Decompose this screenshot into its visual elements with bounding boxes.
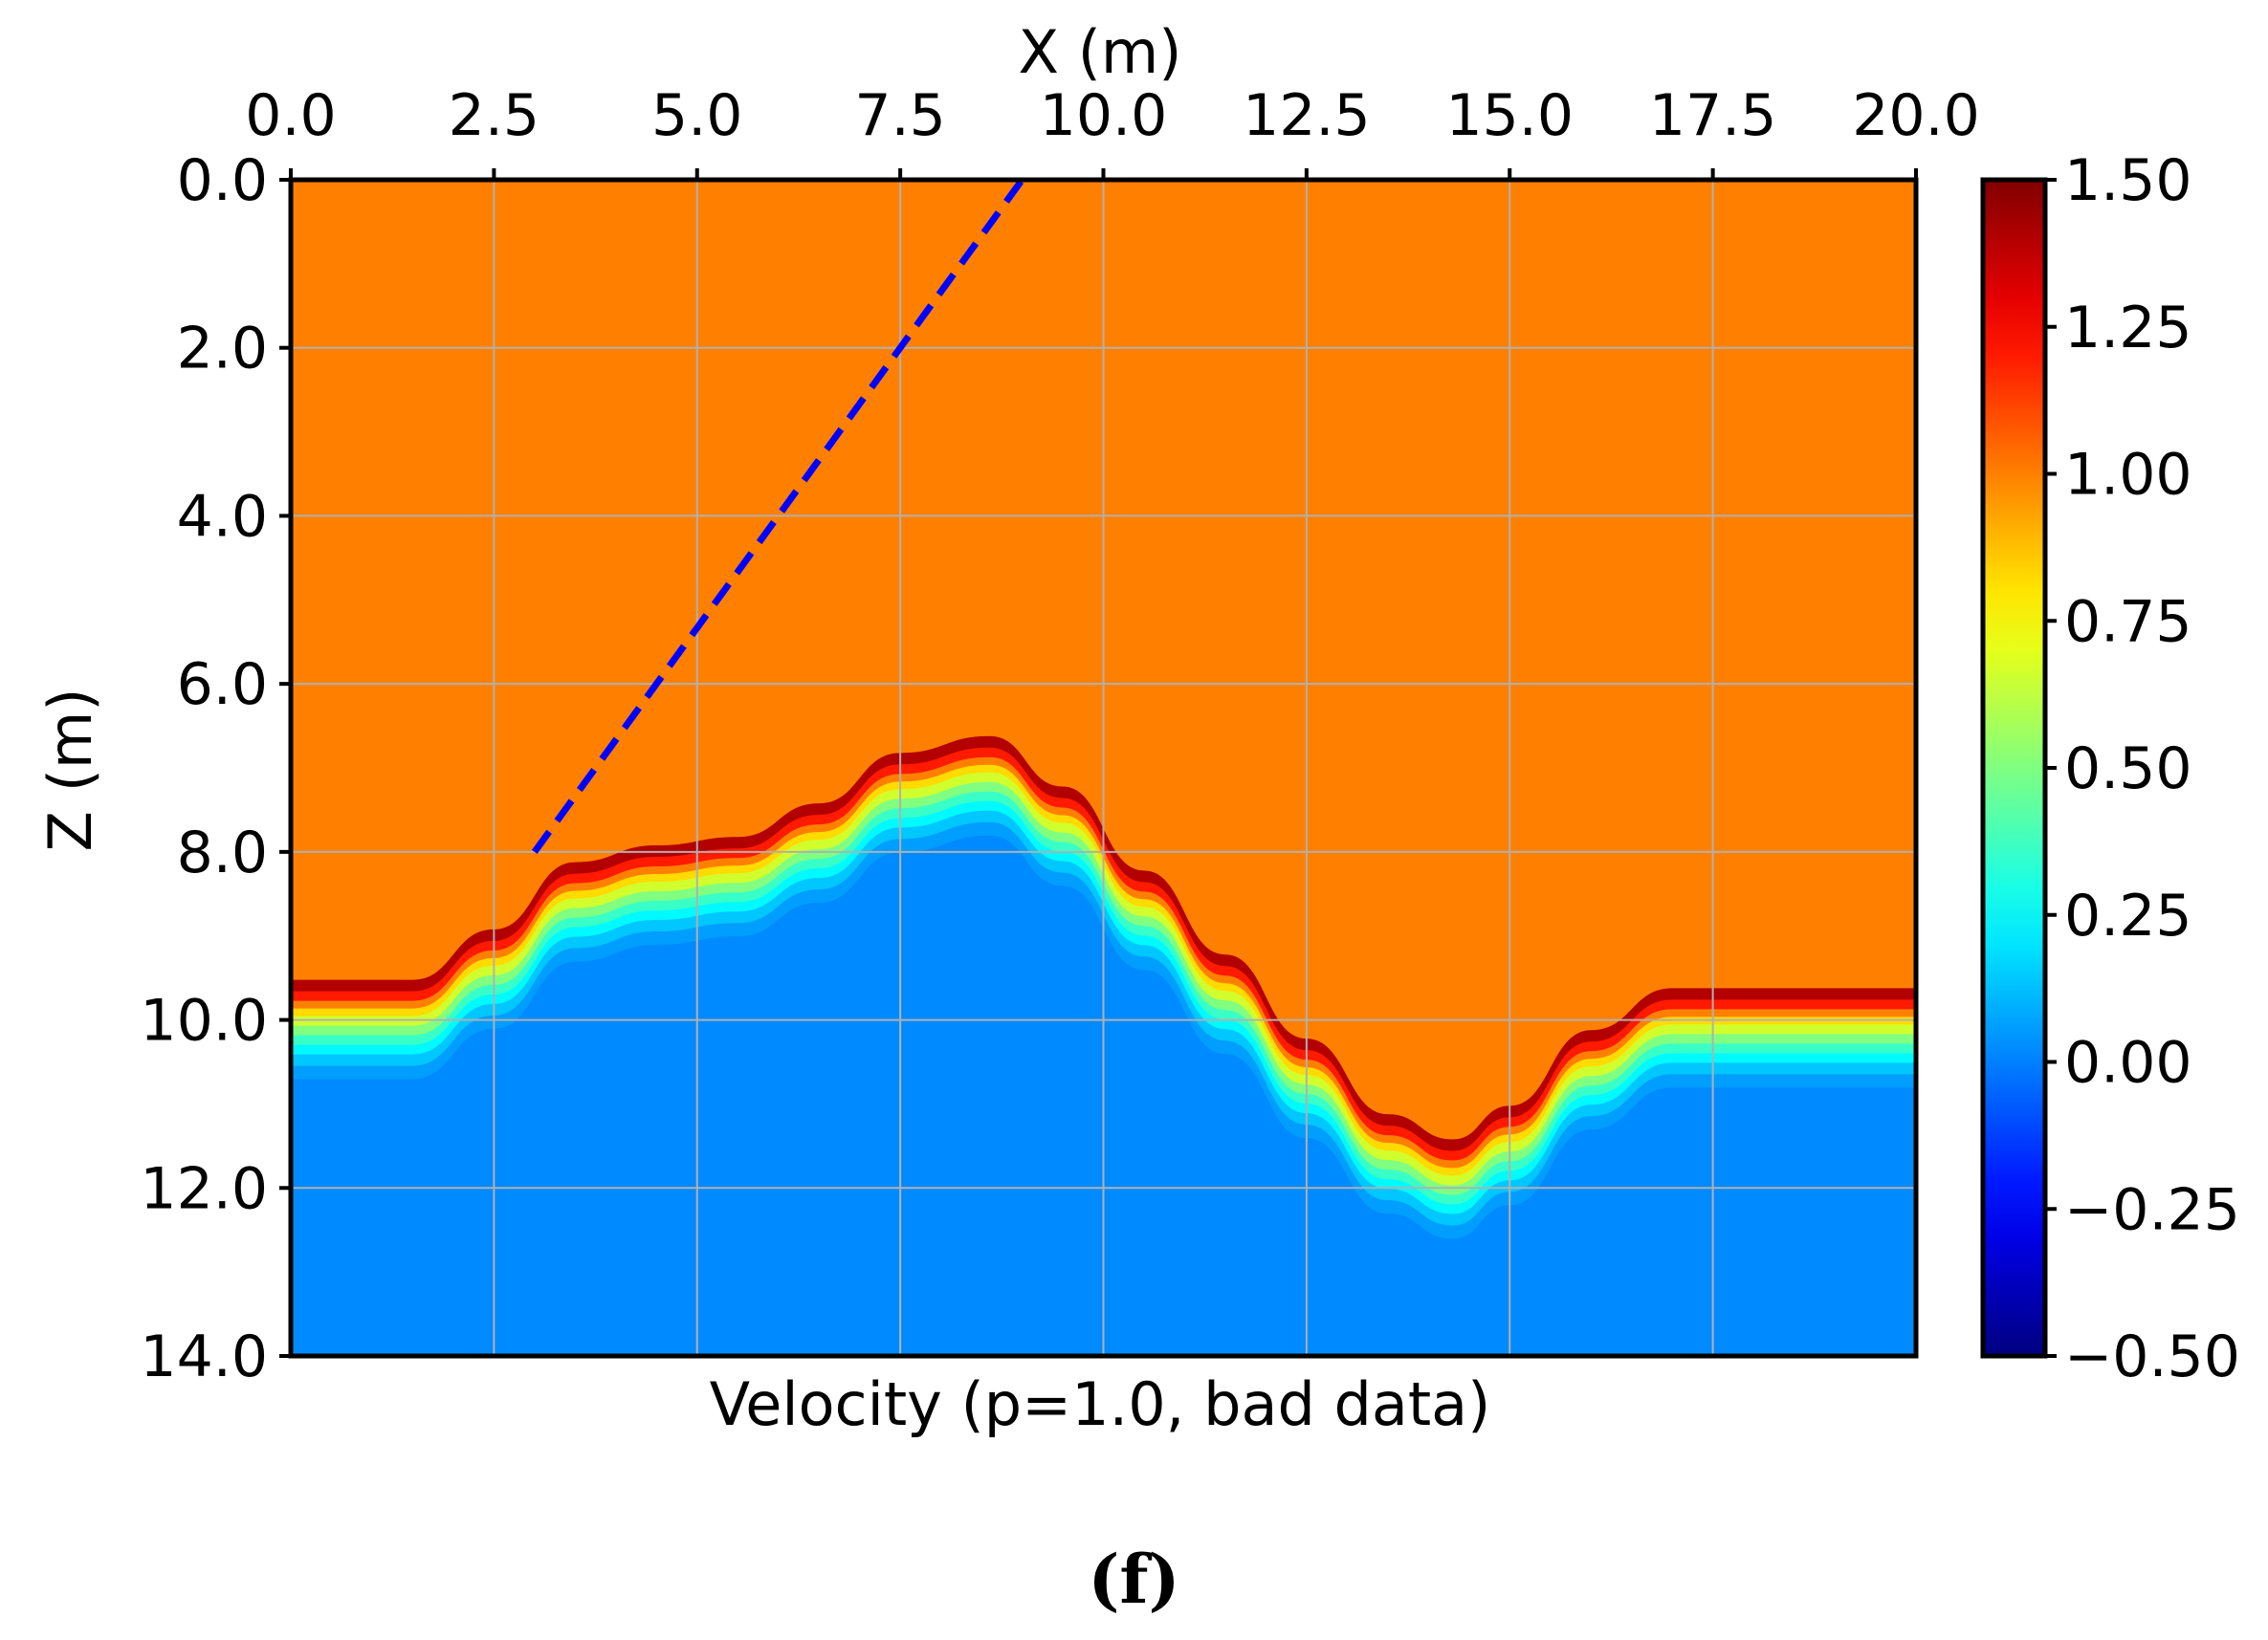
chart-caption: Velocity (p=1.0, bad data)	[710, 1369, 1491, 1439]
x-tick-label: 15.0	[1445, 82, 1574, 149]
chart: 0.0 2.5 5.0 7.5 10.0 12.5 15.0 17.5 20.0 0.0 2.0 4.…	[35, 17, 2240, 1439]
y-tick-label: 14.0	[140, 1323, 268, 1390]
colorbar-tick-label: 1.50	[2064, 147, 2192, 214]
colorbar-tick-label: 0.00	[2064, 1030, 2192, 1097]
colorbar-tick-label: 0.50	[2064, 735, 2192, 802]
x-tick-label: 0.0	[245, 82, 336, 149]
colorbar-tick-label: −0.50	[2064, 1323, 2240, 1390]
x-tick-label: 12.5	[1243, 82, 1371, 149]
x-tick-label: 7.5	[854, 82, 945, 149]
x-axis-label: X (m)	[1019, 17, 1182, 87]
x-tick-label: 5.0	[651, 82, 742, 149]
colorbar-gradient	[1983, 180, 2045, 1356]
dashed-line	[532, 177, 1025, 854]
x-tick-label: 17.5	[1649, 82, 1777, 149]
y-tick-label: 2.0	[177, 316, 268, 383]
y-tick-label: 10.0	[140, 988, 268, 1055]
x-tick-label: 2.5	[449, 82, 539, 149]
panel-label: (f)	[1088, 1540, 1180, 1619]
x-tick-label: 10.0	[1040, 82, 1168, 149]
x-tick-label: 20.0	[1852, 82, 1980, 149]
y-axis-label: Z (m)	[35, 689, 105, 852]
y-tick-label: 12.0	[140, 1155, 268, 1222]
y-tick-label: 4.0	[177, 483, 268, 550]
colorbar-tick-label: −0.25	[2064, 1176, 2240, 1243]
colorbar-tick-label: 0.75	[2064, 588, 2192, 655]
colorbar-tick-label: 1.00	[2064, 442, 2192, 509]
y-tick-label: 8.0	[177, 820, 268, 886]
colorbar-tick-label: 0.25	[2064, 883, 2192, 950]
y-tick-label: 6.0	[177, 651, 268, 718]
y-tick-label: 0.0	[177, 147, 268, 214]
colorbar-tick-label: 1.25	[2064, 295, 2192, 361]
